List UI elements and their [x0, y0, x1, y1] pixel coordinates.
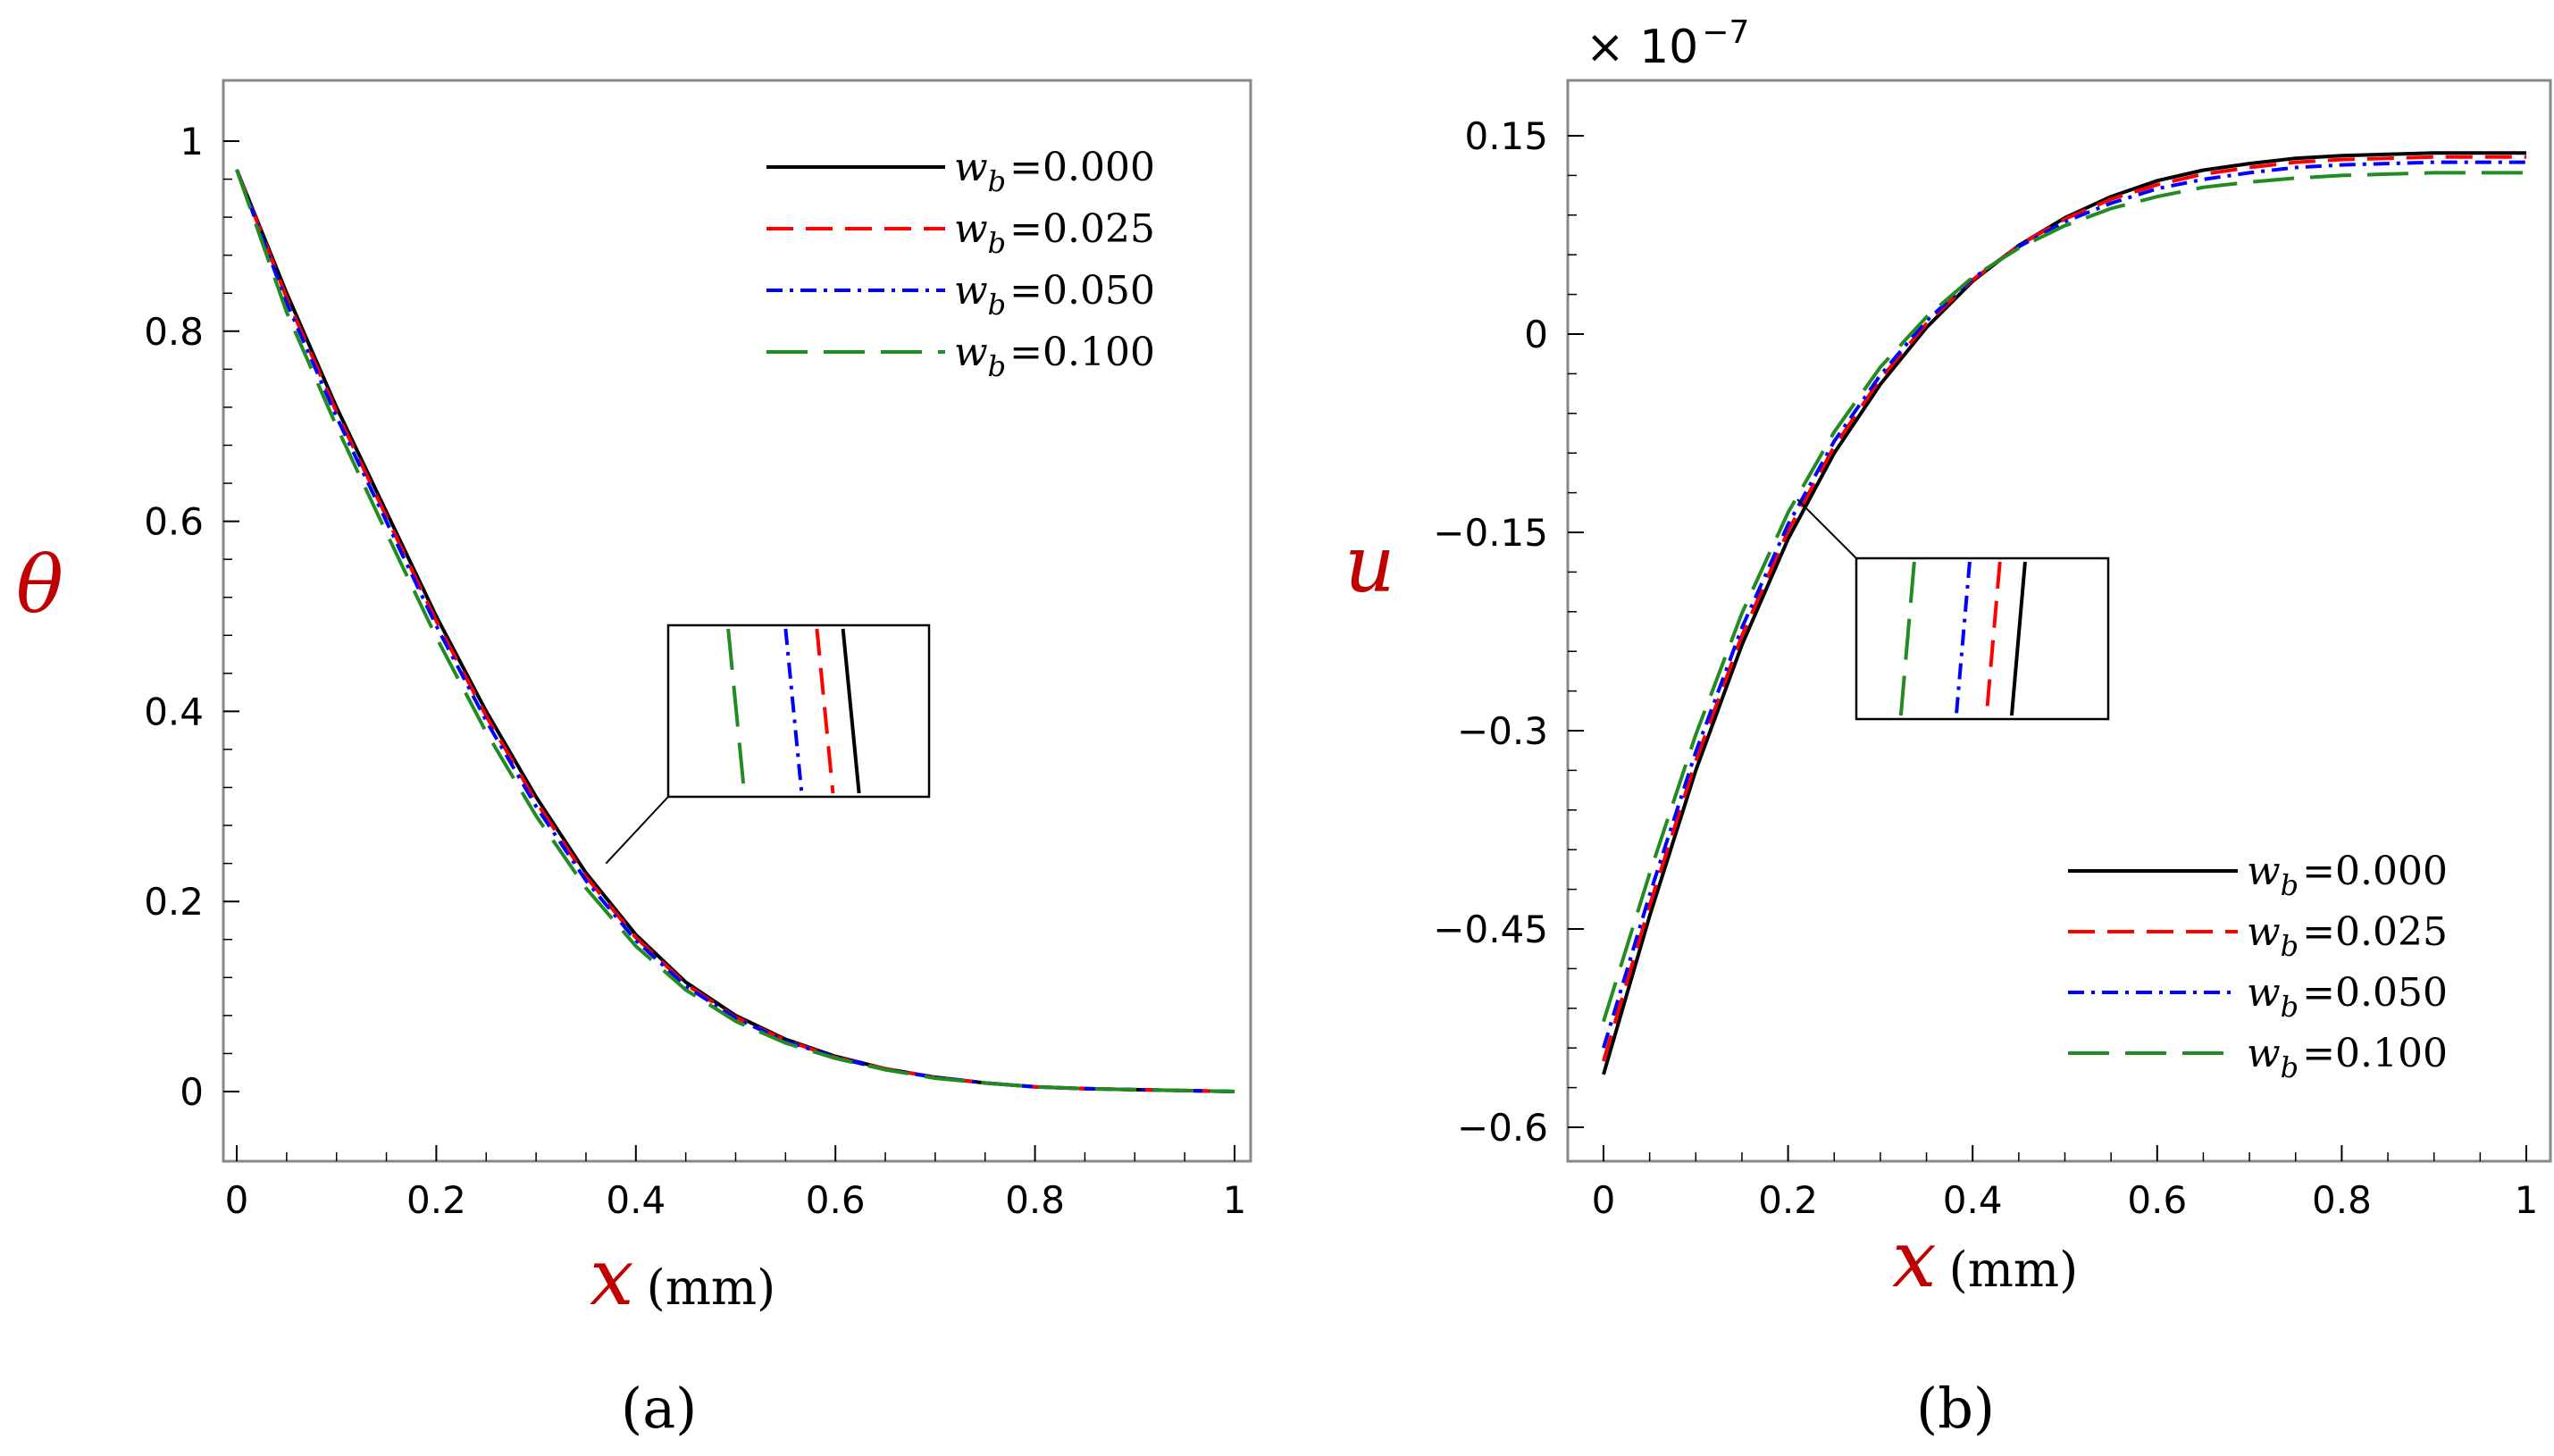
- series-line-0.100: [1602, 171, 2526, 1023]
- x-tick-label: 0.4: [606, 1178, 666, 1222]
- legend-label-0.100: wb=0.100: [2247, 1031, 2448, 1084]
- x-tick-label: 0.6: [2127, 1178, 2187, 1222]
- y-tick-label: −0.6: [1457, 1106, 1548, 1150]
- x-tick-label: 0.4: [1943, 1178, 2003, 1222]
- legend-label-0.050: wb=0.050: [2247, 970, 2448, 1024]
- x-tick-label: 0.2: [406, 1178, 466, 1222]
- y-axis-label-a: θ: [16, 539, 63, 631]
- y-tick-label: −0.45: [1433, 908, 1548, 951]
- x-tick-label: 0.8: [1005, 1178, 1065, 1222]
- y-tick-label: 0.8: [144, 310, 204, 354]
- x-axis-symbol-a: x: [590, 1231, 634, 1323]
- y-tick-label: 1: [180, 120, 204, 163]
- series-line-0.025: [1602, 155, 2526, 1062]
- inset-line-0.025: [1984, 561, 2002, 716]
- legend-label-0.025: wb=0.025: [954, 206, 1155, 260]
- inset-box: [1855, 556, 2110, 721]
- y-tick-label: 0.2: [144, 880, 204, 924]
- x-axis-symbol-b: x: [1892, 1213, 1937, 1305]
- y-tick-label: 0.4: [144, 690, 204, 733]
- inset-line-0.000: [841, 628, 861, 794]
- x-tick-label: 0.6: [806, 1178, 866, 1222]
- inset-b: [1796, 498, 2110, 721]
- y-tick-label: −0.15: [1433, 511, 1548, 555]
- series-group-b: [1602, 151, 2526, 1075]
- panel-a: 0 0.2 0.4 0.6 0.8 100.20.40.60.81 wb=0.000wb=…: [16, 79, 1252, 1441]
- inset-connector: [1796, 498, 1857, 559]
- inset-connector: [605, 796, 669, 865]
- y-multiplier-base: × 10: [1586, 21, 1698, 74]
- x-axis-unit-b: (mm): [1949, 1242, 2079, 1298]
- panel-label-a: (a): [621, 1376, 697, 1441]
- ticks-b: 0 0.2 0.4 0.6 0.8 1 −0.6 −0.45 −0.3 −0.15 0 0.15: [1433, 114, 2538, 1222]
- x-axis-label-a: x (mm): [590, 1231, 775, 1323]
- ticks-a: 0 0.2 0.4 0.6 0.8 1 0 0.2 0.4 0.6 0.8 1: [144, 120, 1246, 1222]
- legend-label-0.025: wb=0.025: [2247, 909, 2448, 963]
- y-tick-label: −0.3: [1457, 709, 1548, 753]
- x-tick-label: 0.2: [1758, 1178, 1818, 1222]
- panel-label-b: (b): [1916, 1376, 1995, 1441]
- series-line-0.100: [235, 169, 1235, 1093]
- inset-a: [605, 623, 931, 865]
- plot-frame-b: [1566, 79, 2552, 1163]
- legend-label-0.100: wb=0.100: [954, 330, 1155, 383]
- inset-box: [666, 623, 931, 799]
- legend-b: wb=0.000 wb=0.025 wb=0.050 wb=0.100: [2068, 849, 2448, 1084]
- x-tick-label: 1: [1223, 1178, 1247, 1222]
- legend-label-0.000: wb=0.000: [954, 145, 1155, 198]
- y-multiplier-exp: −7: [1702, 14, 1749, 51]
- panel-b: 0 0.2 0.4 0.6 0.8 1 −0.6 −0.45 −0.3 −0.15 0 0.15 wb…: [1344, 14, 2552, 1441]
- y-axis-label-b: u: [1344, 518, 1395, 610]
- x-tick-label: 0: [225, 1178, 249, 1222]
- legend-a: wb=0.000 wb=0.025 wb=0.050 wb=0.100: [766, 145, 1155, 383]
- inset-line-0.100: [726, 628, 747, 794]
- x-tick-label: 0.8: [2312, 1178, 2372, 1222]
- x-tick-label: 1: [2515, 1178, 2539, 1222]
- y-tick-label: 0: [180, 1070, 204, 1114]
- inset-line-0.000: [2009, 561, 2027, 716]
- inset-line-0.025: [815, 628, 835, 794]
- x-tick-label: 0: [1592, 1178, 1616, 1222]
- x-axis-unit-a: (mm): [647, 1259, 776, 1316]
- series-line-0.050: [235, 169, 1235, 1093]
- y-multiplier-b: × 10 −7: [1586, 14, 1749, 74]
- series-group-a: [235, 169, 1235, 1093]
- plot-frame-a: [222, 79, 1252, 1163]
- inset-line-0.050: [783, 628, 804, 794]
- y-tick-label: 0: [1524, 313, 1548, 356]
- legend-label-0.050: wb=0.050: [954, 268, 1155, 322]
- legend-label-0.000: wb=0.000: [2247, 849, 2448, 902]
- series-line-0.050: [1602, 160, 2526, 1049]
- inset-line-0.050: [1954, 561, 1972, 716]
- inset-line-0.100: [1898, 561, 1916, 716]
- y-tick-label: 0.15: [1464, 114, 1548, 158]
- x-axis-label-b: x (mm): [1892, 1213, 2078, 1305]
- y-tick-label: 0.6: [144, 500, 204, 544]
